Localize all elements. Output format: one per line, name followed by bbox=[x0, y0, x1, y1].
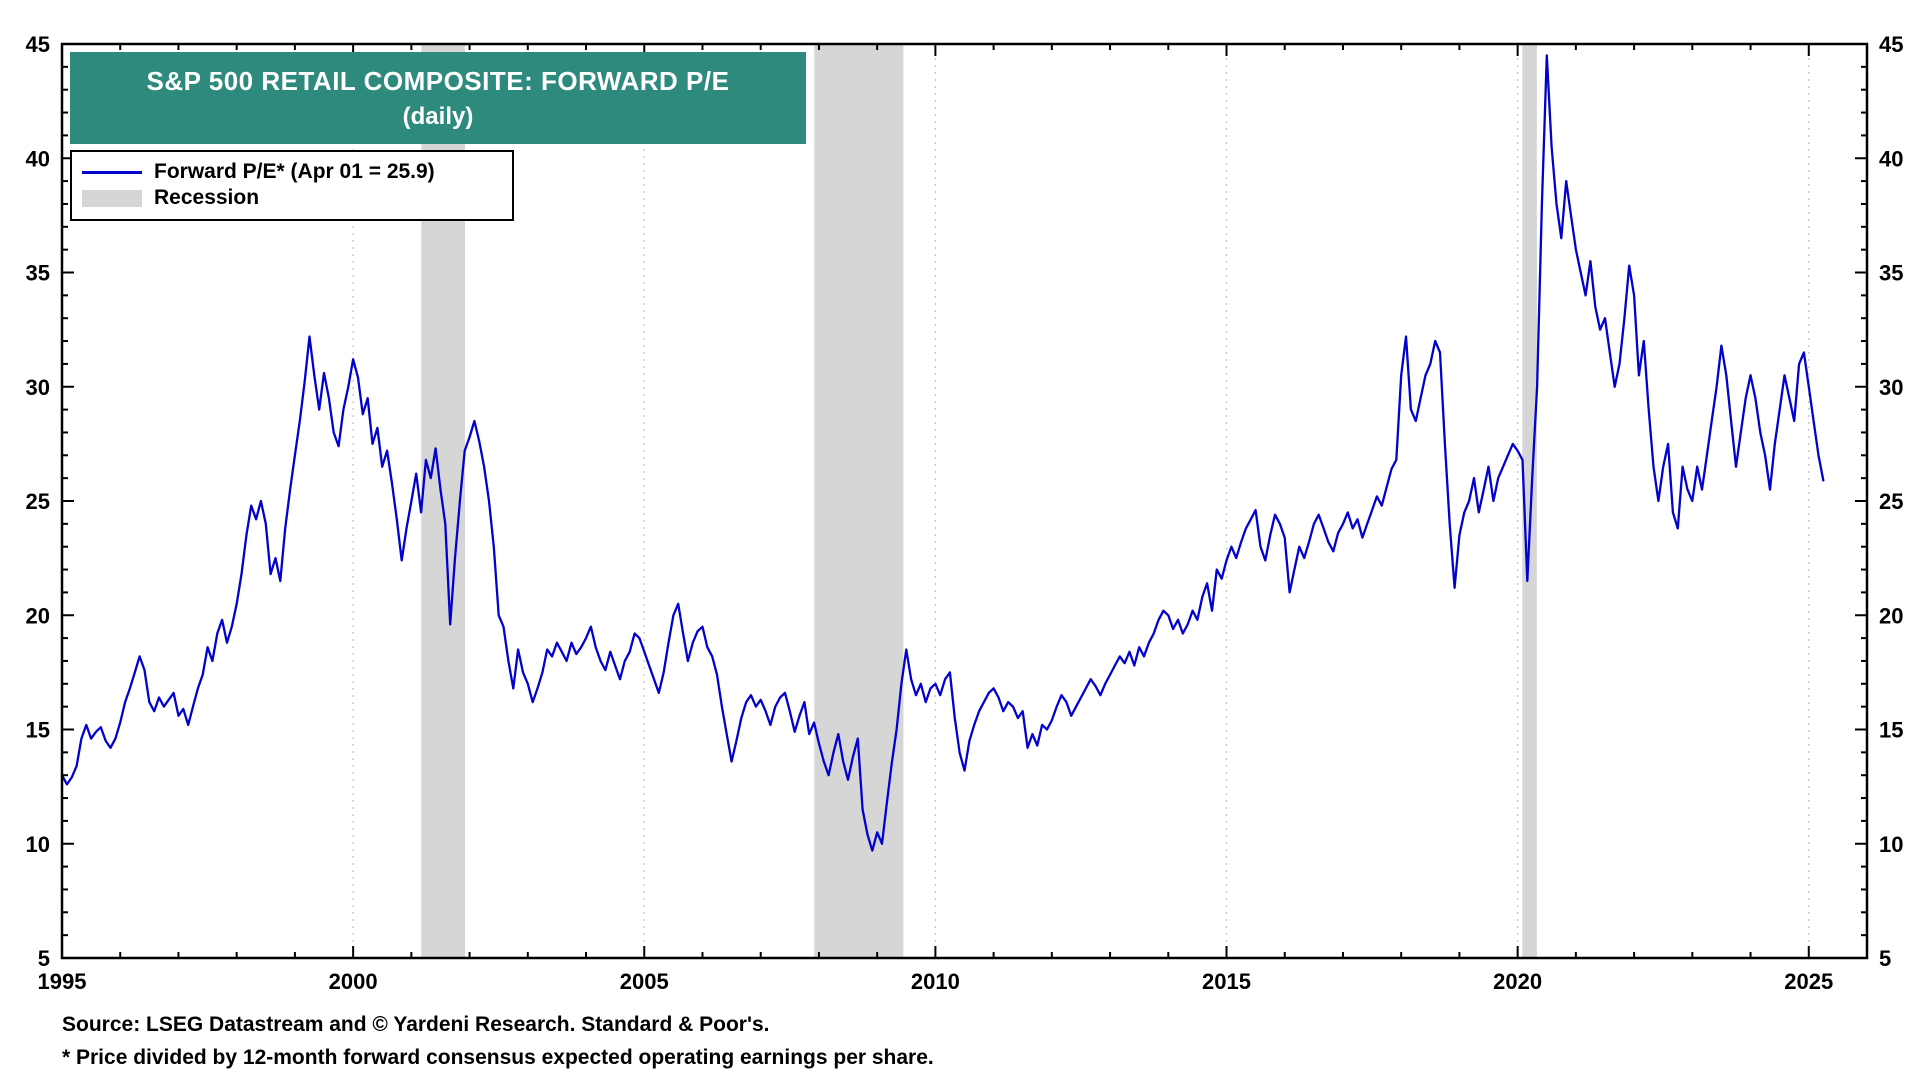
svg-text:15: 15 bbox=[26, 718, 50, 743]
legend-recession: Recession bbox=[82, 185, 502, 211]
y-axis: 5 5 10 10 15 15 20 20 25 25 30 30 35 35 40 40 45 45 bbox=[26, 32, 1904, 971]
svg-text:20: 20 bbox=[1879, 603, 1903, 628]
svg-text:30: 30 bbox=[1879, 375, 1903, 400]
svg-text:2020: 2020 bbox=[1493, 969, 1542, 994]
svg-text:2000: 2000 bbox=[329, 969, 378, 994]
forward-pe-line bbox=[60, 54, 1825, 852]
svg-text:35: 35 bbox=[26, 261, 50, 286]
svg-text:10: 10 bbox=[1879, 832, 1903, 857]
svg-text:2005: 2005 bbox=[620, 969, 669, 994]
legend-forward-pe: Forward P/E* (Apr 01 = 25.9) bbox=[82, 159, 502, 185]
legend: Forward P/E* (Apr 01 = 25.9) Recession bbox=[70, 150, 514, 221]
svg-text:5: 5 bbox=[38, 946, 50, 971]
svg-text:40: 40 bbox=[1879, 146, 1903, 171]
recession-bands bbox=[421, 44, 1537, 958]
svg-text:45: 45 bbox=[1879, 32, 1903, 57]
svg-text:45: 45 bbox=[26, 32, 50, 57]
chart-title-line2: (daily) bbox=[402, 102, 474, 130]
source-note: Source: LSEG Datastream and © Yardeni Re… bbox=[62, 1013, 770, 1036]
svg-text:2010: 2010 bbox=[911, 969, 960, 994]
chart-title: S&P 500 RETAIL COMPOSITE: FORWARD P/E (d… bbox=[70, 52, 806, 144]
chart-title-line1: S&P 500 RETAIL COMPOSITE: FORWARD P/E bbox=[146, 65, 730, 96]
svg-text:20: 20 bbox=[26, 603, 50, 628]
line-swatch-icon bbox=[82, 170, 142, 174]
svg-text:5: 5 bbox=[1879, 946, 1891, 971]
legend-recession-label: Recession bbox=[154, 186, 260, 209]
svg-text:25: 25 bbox=[26, 489, 50, 514]
svg-text:10: 10 bbox=[26, 832, 50, 857]
svg-text:1995: 1995 bbox=[38, 969, 87, 994]
legend-forward-pe-label: Forward P/E* (Apr 01 = 25.9) bbox=[154, 160, 435, 183]
footer: Source: LSEG Datastream and © Yardeni Re… bbox=[62, 1008, 1762, 1074]
gridlines bbox=[352, 44, 1810, 958]
svg-text:40: 40 bbox=[26, 146, 50, 171]
svg-text:30: 30 bbox=[26, 375, 50, 400]
svg-text:2015: 2015 bbox=[1202, 969, 1251, 994]
svg-text:25: 25 bbox=[1879, 489, 1903, 514]
svg-text:15: 15 bbox=[1879, 718, 1903, 743]
x-axis: 1995 2000 2005 2010 2015 2020 2025 bbox=[38, 44, 1833, 994]
recession-swatch-icon bbox=[82, 189, 142, 207]
svg-text:35: 35 bbox=[1879, 261, 1903, 286]
svg-text:2025: 2025 bbox=[1784, 969, 1833, 994]
footnote: * Price divided by 12-month forward cons… bbox=[62, 1046, 934, 1069]
